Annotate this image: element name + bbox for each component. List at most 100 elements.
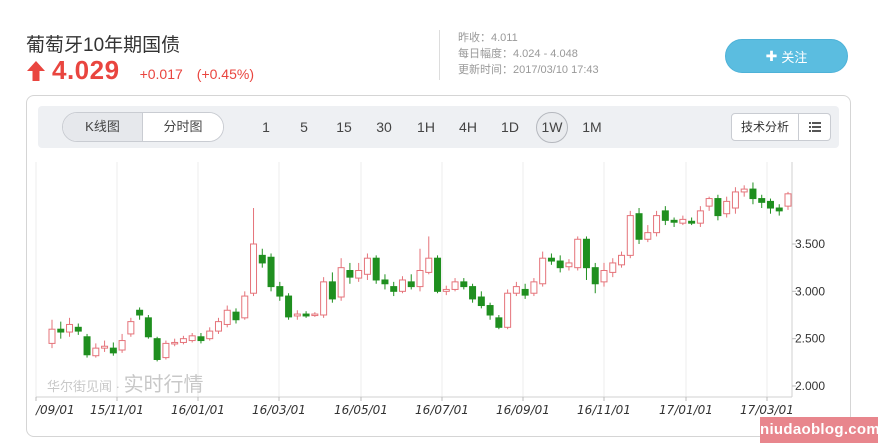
candle <box>101 345 109 349</box>
tab-intraday[interactable]: 分时图 <box>143 113 223 141</box>
candle <box>66 323 74 333</box>
candle <box>591 267 599 285</box>
candle <box>302 313 310 317</box>
candle <box>495 317 503 328</box>
period-15[interactable]: 15 <box>336 119 352 135</box>
period-1m[interactable]: 1M <box>582 119 602 135</box>
candle <box>749 188 757 200</box>
candle <box>451 281 459 290</box>
candle <box>696 210 704 224</box>
price-change: +0.017 <box>139 66 183 82</box>
candle <box>328 281 336 300</box>
candle <box>232 311 240 321</box>
candle <box>267 256 275 288</box>
last-price: 4.029 <box>52 55 120 85</box>
candle <box>661 210 669 221</box>
x-tick-label: 16/09/01 <box>496 403 550 417</box>
period-1d[interactable]: 1D <box>501 119 519 135</box>
update-time: 更新时间：2017/03/10 17:43 <box>458 64 599 76</box>
candle <box>486 305 494 316</box>
follow-label: 关注 <box>781 49 808 65</box>
period-1w[interactable]: 1W <box>536 112 568 143</box>
candle <box>600 270 608 283</box>
candle <box>469 286 477 300</box>
candle <box>311 313 319 317</box>
candle <box>731 191 739 209</box>
site-badge: niudaoblog.com <box>760 417 880 443</box>
x-tick-label: 17/03/01 <box>740 403 794 417</box>
header-divider <box>439 30 440 80</box>
candle <box>293 313 301 317</box>
chart-toolbar: K线图 分时图 1 5 15 30 1H 4H 1D 1W 1M 技术分析 <box>38 106 839 148</box>
x-tick-label: /09/01 <box>35 403 75 417</box>
prev-close: 昨收：4.011 <box>458 32 518 44</box>
candle <box>390 286 398 292</box>
x-tick-label: 16/01/01 <box>171 403 225 417</box>
candle <box>153 338 161 360</box>
period-1[interactable]: 1 <box>262 119 270 135</box>
tab-kline[interactable]: K线图 <box>63 113 143 141</box>
x-tick-label: 17/01/01 <box>659 403 713 417</box>
candle <box>179 338 187 343</box>
watermark: 华尔街见闻 · 实时行情 <box>47 368 204 397</box>
candle <box>188 335 196 342</box>
candle <box>136 309 144 316</box>
period-5[interactable]: 5 <box>300 119 308 135</box>
chart-panel: K线图 分时图 1 5 15 30 1H 4H 1D 1W 1M 技术分析 <box>26 95 851 437</box>
watermark-brand: 华尔街见闻 · <box>47 379 124 394</box>
candle <box>618 254 626 266</box>
candle <box>48 328 56 344</box>
period-1h[interactable]: 1H <box>417 119 435 135</box>
y-tick-label: 3.500 <box>795 237 825 251</box>
candle <box>276 286 284 297</box>
candle <box>442 288 450 292</box>
candle <box>723 200 731 215</box>
candle <box>688 220 696 224</box>
list-icon <box>808 122 821 132</box>
watermark-text: 实时行情 <box>123 374 204 396</box>
technical-analysis-button[interactable]: 技术分析 <box>731 113 799 141</box>
candle <box>355 270 363 279</box>
candle <box>92 347 100 357</box>
candle <box>162 342 170 359</box>
candle <box>434 257 442 292</box>
candle <box>363 257 371 275</box>
period-30[interactable]: 30 <box>376 119 392 135</box>
y-tick-label: 2.000 <box>795 379 825 393</box>
candle <box>214 321 222 332</box>
x-tick-label: 16/03/01 <box>252 403 306 417</box>
candle <box>425 257 433 273</box>
candle <box>539 257 547 285</box>
quote-header: 葡萄牙10年期国债 4.029 +0.017 (+0.45%) 昨收：4.011… <box>0 0 880 92</box>
candle <box>758 198 766 203</box>
candle <box>320 281 328 316</box>
candle <box>635 213 643 240</box>
candle <box>574 238 582 269</box>
follow-button[interactable]: ✚ 关注 <box>725 39 848 73</box>
candle <box>74 326 82 332</box>
candle <box>775 207 783 212</box>
candle <box>337 267 345 298</box>
candle <box>381 279 389 285</box>
candle <box>127 321 135 335</box>
candle <box>241 295 249 319</box>
menu-button[interactable] <box>799 113 831 141</box>
period-4h[interactable]: 4H <box>459 119 477 135</box>
candle <box>512 286 520 294</box>
chart-type-switch: K线图 分时图 <box>62 112 224 142</box>
candle <box>416 270 424 288</box>
candle <box>285 295 293 318</box>
candle <box>679 218 687 224</box>
arrow-up-icon <box>27 61 45 81</box>
candle <box>556 260 564 269</box>
candle <box>250 243 258 294</box>
candle <box>171 341 179 345</box>
candle <box>521 288 529 296</box>
candle <box>653 215 661 234</box>
candle <box>460 281 468 288</box>
candle <box>372 257 380 281</box>
candle <box>565 262 573 268</box>
x-tick-label: 16/07/01 <box>415 403 469 417</box>
candle <box>83 336 91 356</box>
